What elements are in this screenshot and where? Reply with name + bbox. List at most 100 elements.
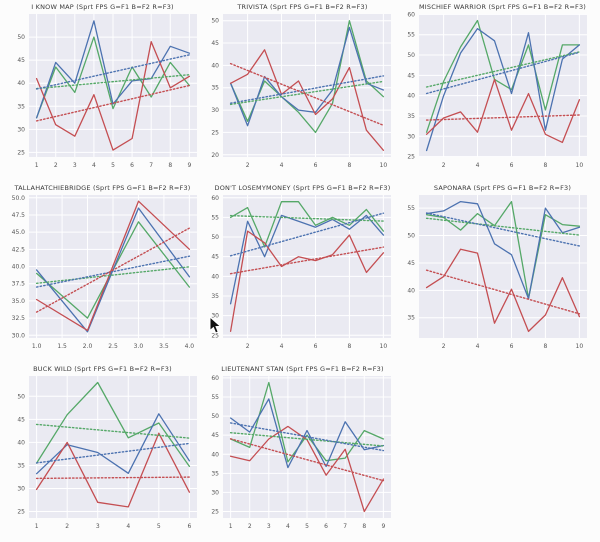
svg-text:4: 4 — [126, 523, 130, 530]
svg-text:10: 10 — [576, 343, 584, 350]
svg-text:35.0: 35.0 — [12, 298, 26, 305]
svg-text:50.0: 50.0 — [12, 195, 26, 202]
subplot-trivista: TRIVISTA (Sprt FPS G=F1 B=F2 R=F3) 20 25 3… — [200, 0, 400, 181]
svg-text:9: 9 — [187, 162, 191, 169]
svg-text:40: 40 — [211, 273, 219, 280]
svg-text:25: 25 — [211, 129, 219, 136]
svg-text:3.0: 3.0 — [134, 343, 144, 350]
svg-text:2: 2 — [54, 162, 58, 169]
svg-text:3: 3 — [267, 523, 271, 530]
svg-text:3: 3 — [73, 162, 77, 169]
svg-text:35: 35 — [407, 315, 415, 322]
svg-text:4: 4 — [280, 162, 284, 169]
subplot-dont-losemymoney: DON'T LOSEMYMONEY (Sprt FPS G=F1 B=F2 R=… — [200, 181, 400, 362]
svg-text:45: 45 — [211, 40, 219, 47]
svg-text:8: 8 — [348, 162, 352, 169]
mouse-cursor-icon — [209, 316, 222, 334]
svg-text:2.5: 2.5 — [108, 343, 118, 350]
subplot-buck-wild: BUCK WILD (Sprt FPS G=F1 B=F2 R=F3) 25 30… — [0, 362, 200, 542]
svg-text:45: 45 — [17, 416, 25, 423]
svg-text:40: 40 — [211, 451, 219, 458]
svg-text:7: 7 — [149, 162, 153, 169]
svg-text:50: 50 — [407, 233, 415, 240]
svg-text:35: 35 — [211, 293, 219, 300]
svg-text:55: 55 — [407, 32, 415, 39]
svg-text:5: 5 — [111, 162, 115, 169]
svg-text:6: 6 — [314, 162, 318, 169]
svg-text:3.5: 3.5 — [159, 343, 169, 350]
svg-text:1: 1 — [229, 523, 233, 530]
svg-text:8: 8 — [362, 523, 366, 530]
svg-text:2: 2 — [246, 343, 250, 350]
svg-text:20: 20 — [211, 152, 219, 159]
svg-text:1.5: 1.5 — [57, 343, 67, 350]
svg-text:60: 60 — [211, 195, 219, 202]
svg-text:45: 45 — [211, 432, 219, 439]
svg-text:45.0: 45.0 — [12, 229, 26, 236]
svg-text:8: 8 — [348, 343, 352, 350]
svg-text:2: 2 — [248, 523, 252, 530]
svg-text:6: 6 — [324, 523, 328, 530]
chart-title: LIEUTENANT STAN (Sprt FPS G=F1 B=F2 R=F3… — [221, 365, 384, 373]
svg-text:50: 50 — [407, 52, 415, 59]
chart-title: TRIVISTA (Sprt FPS G=F1 B=F2 R=F3) — [237, 3, 368, 11]
svg-text:47.5: 47.5 — [12, 212, 26, 219]
svg-text:35: 35 — [211, 85, 219, 92]
subplot-tallahatchiebridge: TALLAHATCHIEBRIDGE (Sprt FPS G=F1 B=F2 R… — [0, 181, 200, 362]
svg-text:37.5: 37.5 — [12, 281, 26, 288]
svg-text:2: 2 — [246, 162, 250, 169]
subplot-i-know-map: I KNOW MAP (Sprt FPS G=F1 B=F2 R=F3) 25 3… — [0, 0, 200, 181]
svg-text:4: 4 — [286, 523, 290, 530]
svg-text:60: 60 — [407, 11, 415, 18]
subplot-mischief-warrior: MISCHIEF WARRIOR (Sprt FPS G=F1 B=F2 R=F… — [400, 0, 600, 181]
svg-text:4: 4 — [476, 162, 480, 169]
chart-canvas-dont-losemymoney: 25 30 35 40 45 50 55 60 2 4 6 8 10 — [211, 195, 391, 350]
svg-text:50: 50 — [211, 234, 219, 241]
svg-text:40: 40 — [407, 287, 415, 294]
svg-text:6: 6 — [314, 343, 318, 350]
chart-title: BUCK WILD (Sprt FPS G=F1 B=F2 R=F3) — [33, 365, 172, 373]
svg-text:60: 60 — [211, 375, 219, 382]
svg-text:30: 30 — [17, 126, 25, 133]
chart-title: DON'T LOSEMYMONEY (Sprt FPS G=F1 B=F2 R=… — [214, 184, 391, 192]
svg-text:10: 10 — [380, 162, 388, 169]
svg-text:50: 50 — [17, 393, 25, 400]
svg-text:6: 6 — [187, 523, 191, 530]
svg-text:2: 2 — [442, 162, 446, 169]
svg-text:2.0: 2.0 — [83, 343, 93, 350]
svg-text:50: 50 — [211, 18, 219, 25]
svg-text:55: 55 — [211, 214, 219, 221]
svg-text:35: 35 — [211, 470, 219, 477]
svg-text:40.0: 40.0 — [12, 264, 26, 271]
svg-text:35: 35 — [17, 103, 25, 110]
svg-text:8: 8 — [168, 162, 172, 169]
subplot-lieutenant-stan: LIEUTENANT STAN (Sprt FPS G=F1 B=F2 R=F3… — [200, 362, 400, 542]
svg-text:30: 30 — [17, 485, 25, 492]
svg-text:50: 50 — [211, 413, 219, 420]
svg-text:25: 25 — [211, 332, 219, 339]
svg-text:8: 8 — [544, 343, 548, 350]
svg-text:30: 30 — [211, 489, 219, 496]
svg-text:7: 7 — [343, 523, 347, 530]
svg-text:6: 6 — [510, 343, 514, 350]
svg-text:30: 30 — [211, 107, 219, 114]
svg-text:40: 40 — [17, 80, 25, 87]
svg-text:25: 25 — [211, 509, 219, 516]
svg-text:4: 4 — [476, 343, 480, 350]
svg-text:6: 6 — [130, 162, 134, 169]
svg-text:55: 55 — [407, 205, 415, 212]
svg-text:25: 25 — [17, 509, 25, 516]
svg-text:1: 1 — [35, 523, 39, 530]
svg-text:25: 25 — [17, 149, 25, 156]
svg-text:9: 9 — [381, 523, 385, 530]
svg-text:1.0: 1.0 — [32, 343, 42, 350]
svg-text:6: 6 — [510, 162, 514, 169]
chart-canvas-saponara: 35 40 45 50 55 2 4 6 8 10 — [407, 195, 587, 350]
svg-text:40: 40 — [17, 439, 25, 446]
svg-text:2: 2 — [442, 343, 446, 350]
svg-text:35: 35 — [407, 113, 415, 120]
